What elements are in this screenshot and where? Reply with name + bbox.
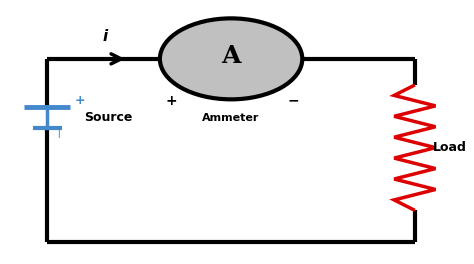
Text: Load: Load	[433, 141, 467, 154]
Text: Source: Source	[84, 111, 132, 124]
Text: l: l	[57, 130, 60, 140]
Text: A: A	[221, 44, 241, 68]
Text: +: +	[165, 94, 177, 108]
Text: i: i	[102, 29, 108, 44]
Text: +: +	[74, 94, 85, 107]
Text: Ammeter: Ammeter	[202, 113, 260, 123]
Circle shape	[160, 18, 302, 99]
Text: −: −	[287, 94, 299, 108]
